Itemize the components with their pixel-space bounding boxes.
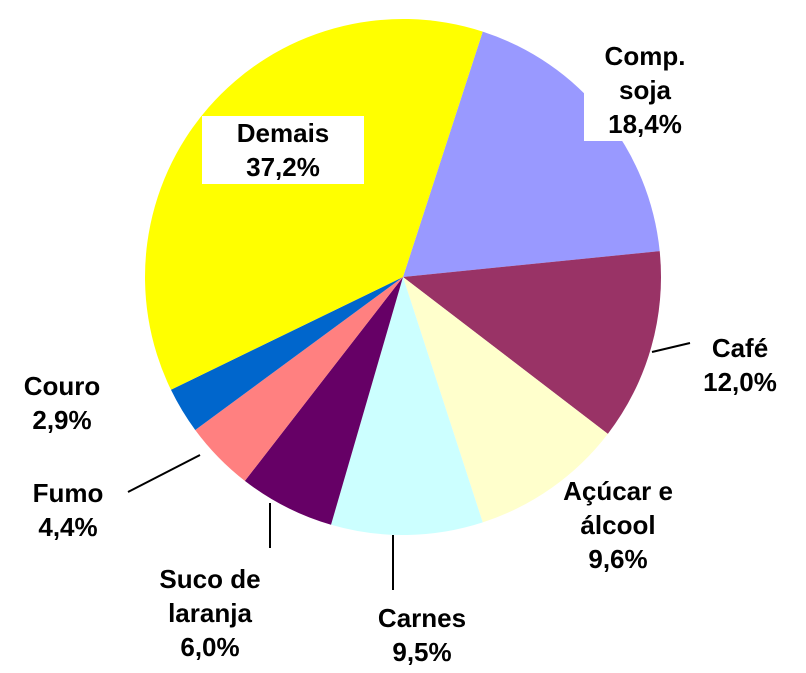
slice-label: Carnes 9,5% bbox=[352, 601, 492, 669]
category-label: Suco de laranja bbox=[159, 564, 261, 628]
category-label: Carnes bbox=[377, 603, 467, 633]
value-label: 4,4% bbox=[38, 512, 98, 542]
slice-label: Suco de laranja 6,0% bbox=[140, 562, 280, 664]
value-label: 12,0% bbox=[703, 367, 777, 397]
leader-line bbox=[127, 454, 201, 493]
wedge bbox=[403, 277, 608, 523]
value-label: 6,0% bbox=[180, 632, 240, 662]
category-label: Fumo bbox=[32, 478, 104, 508]
value-label: 18,4% bbox=[608, 109, 682, 139]
wedge bbox=[195, 277, 403, 481]
slice-label: Fumo 4,4% bbox=[18, 476, 118, 544]
wedge bbox=[403, 31, 660, 278]
value-label: 37,2% bbox=[246, 152, 320, 182]
value-label: 9,6% bbox=[588, 544, 648, 574]
slice-label: Café 12,0% bbox=[685, 331, 795, 399]
leader-line bbox=[651, 342, 691, 353]
category-label: Demais bbox=[236, 118, 330, 148]
slice-label: Demais 37,2% bbox=[202, 116, 364, 184]
value-label: 9,5% bbox=[392, 637, 452, 667]
wedge bbox=[170, 277, 403, 430]
wedges bbox=[145, 18, 662, 535]
slice-label: Comp. soja 18,4% bbox=[584, 39, 706, 141]
value-label: 2,9% bbox=[32, 405, 92, 435]
wedge bbox=[403, 251, 662, 434]
wedge bbox=[145, 18, 483, 390]
slice-label: Açúcar e álcool 9,6% bbox=[543, 474, 693, 576]
wedge bbox=[331, 277, 483, 535]
category-label: Couro bbox=[23, 371, 101, 401]
category-label: Café bbox=[711, 333, 769, 363]
category-label: Comp. soja bbox=[604, 41, 686, 105]
category-label: Açúcar e álcool bbox=[563, 476, 673, 540]
wedge bbox=[244, 277, 403, 525]
slice-label: Couro 2,9% bbox=[12, 369, 112, 437]
